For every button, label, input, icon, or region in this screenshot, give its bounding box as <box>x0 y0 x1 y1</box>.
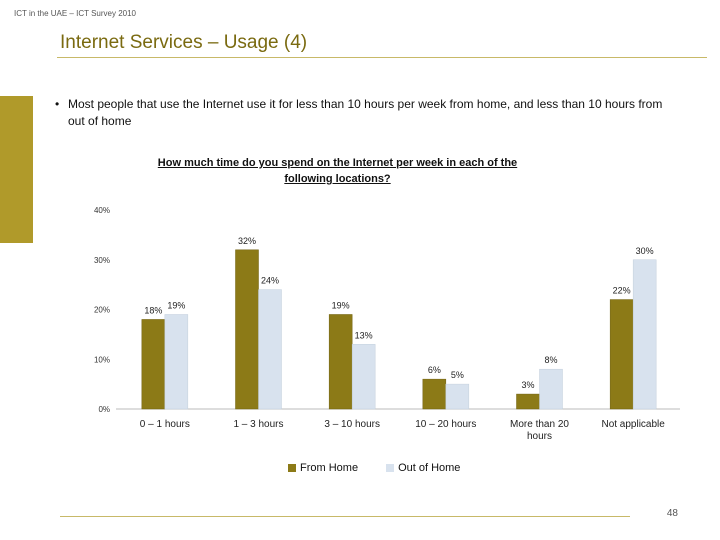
bar-from-home <box>609 299 634 410</box>
x-tick-label: 0 – 1 hours <box>140 419 190 430</box>
legend-item-from-home: From Home <box>288 462 358 474</box>
y-tick-label: 10% <box>94 355 110 364</box>
x-tick-label: hours <box>527 431 552 442</box>
bar-out-of-home <box>164 314 189 410</box>
bullet-dot-icon: • <box>55 97 60 111</box>
bar-out-of-home <box>258 289 282 410</box>
y-tick-label: 0% <box>98 405 110 414</box>
page-number: 48 <box>666 508 678 519</box>
chart-title: How much time do you spend on the Intern… <box>157 157 518 185</box>
bar-out-of-home <box>445 383 470 410</box>
accent-bar <box>0 96 33 243</box>
x-tick-label: 3 – 10 hours <box>324 419 380 430</box>
data-label: 19% <box>332 300 350 310</box>
bar-from-home <box>328 314 353 410</box>
bar-out-of-home <box>632 259 657 410</box>
footer-divider <box>60 516 630 517</box>
bar-out-of-home <box>539 368 563 410</box>
data-label: 8% <box>544 355 557 365</box>
bar-out-of-home <box>351 344 376 410</box>
chart-legend: From Home Out of Home <box>288 462 488 474</box>
legend-swatch-from-home <box>288 464 296 472</box>
bar-from-home <box>516 393 540 410</box>
bullet-text: Most people that use the Internet use it… <box>68 97 663 128</box>
data-label: 18% <box>144 305 162 315</box>
x-tick-label: Not applicable <box>601 419 665 430</box>
data-label: 5% <box>451 370 464 380</box>
legend-label-out-of-home: Out of Home <box>398 462 461 474</box>
data-label: 19% <box>167 300 185 310</box>
bar-from-home <box>422 378 447 410</box>
data-label: 32% <box>238 236 256 246</box>
bullet-point: • Most people that use the Internet use … <box>55 96 675 130</box>
title-divider <box>57 57 707 58</box>
y-tick-label: 20% <box>94 306 110 315</box>
data-label: 6% <box>428 365 441 375</box>
x-tick-label: 10 – 20 hours <box>415 419 476 430</box>
x-tick-label: 1 – 3 hours <box>233 419 283 430</box>
data-label: 24% <box>261 276 279 286</box>
legend-swatch-out-of-home <box>386 464 395 472</box>
bar-from-home <box>235 249 259 410</box>
bar-from-home <box>141 319 166 410</box>
data-label: 22% <box>613 286 631 296</box>
y-tick-label: 40% <box>94 206 110 215</box>
data-label: 3% <box>521 380 534 390</box>
header-note: ICT in the UAE – ICT Survey 2010 <box>14 9 136 18</box>
x-tick-label: More than 20 <box>510 419 569 430</box>
data-label: 30% <box>636 246 654 256</box>
legend-label-from-home: From Home <box>300 462 359 474</box>
legend-item-out-of-home: Out of Home <box>386 462 460 474</box>
data-label: 13% <box>355 330 373 340</box>
slide-title: Internet Services – Usage (4) <box>60 32 308 53</box>
y-tick-label: 30% <box>94 256 110 265</box>
